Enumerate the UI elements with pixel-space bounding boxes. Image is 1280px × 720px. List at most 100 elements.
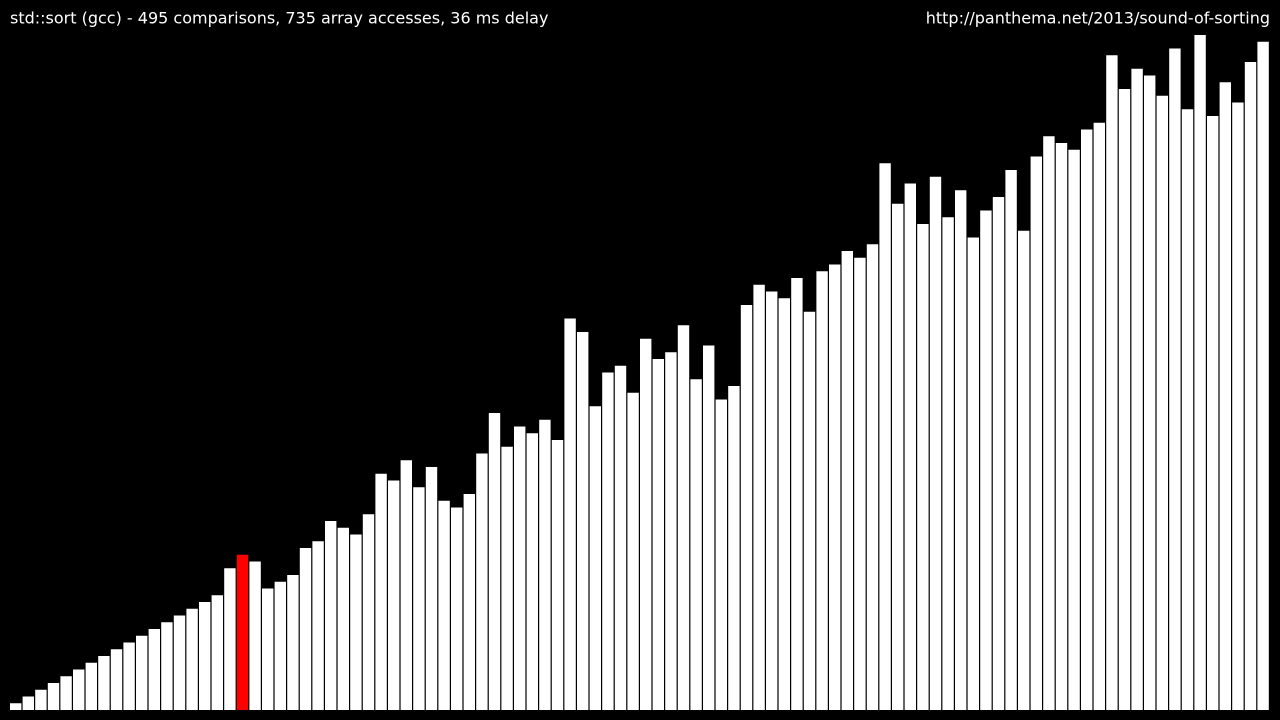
bar: [577, 332, 589, 710]
bar: [463, 494, 475, 710]
bar: [400, 460, 412, 710]
bar: [866, 244, 879, 710]
bar: [753, 284, 765, 710]
bar: [677, 325, 690, 710]
bar: [551, 440, 564, 710]
bar: [892, 203, 904, 710]
bar: [1081, 129, 1093, 710]
bar: [10, 703, 22, 710]
bar: [917, 224, 929, 710]
bar: [488, 413, 501, 710]
bar: [602, 372, 614, 710]
bar: [173, 615, 186, 710]
bar: [665, 352, 677, 710]
bar: [224, 568, 236, 710]
bar: [337, 527, 349, 710]
bar: [211, 595, 223, 710]
bar: [841, 251, 853, 710]
bar: [362, 514, 375, 710]
bar: [136, 635, 148, 710]
bar: [564, 318, 576, 710]
bar: [1169, 48, 1181, 710]
bar: [1131, 68, 1143, 710]
bar: [388, 480, 400, 710]
bar: [1232, 102, 1244, 710]
bar: [715, 399, 727, 710]
bar: [262, 588, 274, 710]
bar: [703, 345, 715, 710]
bar: [1106, 55, 1118, 710]
bar: [766, 291, 778, 710]
bar: [350, 534, 362, 710]
bar: [879, 163, 891, 710]
bar: [47, 683, 60, 710]
bar: [803, 311, 816, 710]
bar: [778, 298, 790, 710]
bar: [854, 257, 866, 710]
bar: [110, 649, 123, 710]
bar: [816, 271, 828, 710]
bar: [1144, 75, 1156, 710]
bar: [614, 365, 627, 710]
bar: [1005, 170, 1017, 710]
bar: [652, 359, 664, 710]
bar: [85, 662, 97, 710]
source-url: http://panthema.net/2013/sound-of-sortin…: [926, 9, 1270, 28]
bar: [249, 561, 261, 710]
bar: [299, 548, 312, 710]
bar: [186, 608, 198, 710]
bar: [425, 467, 438, 710]
bar: [980, 210, 992, 710]
bar: [1219, 82, 1231, 710]
bar: [1118, 89, 1131, 710]
bar: [904, 183, 916, 710]
bar: [929, 176, 942, 710]
bar: [1181, 109, 1194, 710]
bar: [451, 507, 463, 710]
bar: [148, 629, 160, 710]
bar: [476, 453, 488, 710]
bar: [312, 541, 324, 710]
bar: [1207, 116, 1219, 710]
bar: [942, 217, 954, 710]
bar: [375, 473, 387, 710]
bar: [1030, 156, 1042, 710]
bar: [1194, 35, 1206, 710]
bar: [539, 419, 551, 710]
bar: [60, 676, 72, 710]
bar: [1068, 149, 1080, 710]
bar: [287, 575, 299, 710]
bar: [1257, 41, 1269, 710]
bar: [1244, 62, 1257, 710]
bar: [501, 446, 513, 710]
bar: [526, 433, 538, 710]
status-title: std::sort (gcc) - 495 comparisons, 735 a…: [10, 9, 548, 28]
bar: [627, 392, 639, 710]
bar: [791, 278, 803, 710]
bar: [325, 521, 337, 710]
bar: [1043, 136, 1055, 710]
bar: [829, 264, 841, 710]
bar: [640, 338, 652, 710]
bar: [955, 190, 967, 710]
bar: [413, 487, 425, 710]
bar: [73, 669, 85, 710]
bar: [22, 696, 34, 710]
bar: [123, 642, 135, 710]
bar: [35, 689, 47, 710]
bar: [690, 379, 702, 710]
bar: [589, 406, 601, 710]
bar: [98, 656, 110, 710]
bar: [199, 602, 211, 710]
bar: [1055, 143, 1068, 710]
bar: [740, 305, 753, 710]
bar: [161, 622, 173, 710]
bar: [514, 426, 526, 710]
bar: [274, 581, 286, 710]
bar: [992, 197, 1005, 710]
bar: [728, 386, 740, 710]
bar: [1018, 230, 1030, 710]
bar: [438, 500, 450, 710]
